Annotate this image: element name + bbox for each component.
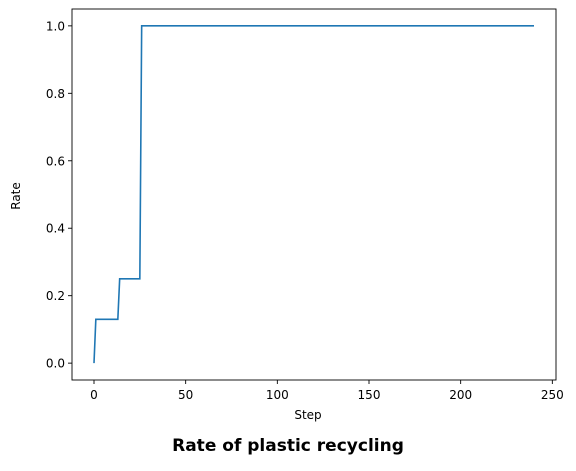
x-axis-ticks: 0 50 100 150 200 250 [90, 380, 564, 402]
series-line-0 [93, 25, 534, 364]
x-tick-label: 250 [541, 388, 564, 402]
y-tick-label: 0.8 [46, 87, 65, 101]
x-tick-label: 50 [178, 388, 193, 402]
y-tick-label: 0.0 [46, 357, 65, 371]
plot-area [71, 8, 557, 381]
x-axis-label: Step [294, 408, 321, 422]
y-tick-label: 0.4 [46, 222, 65, 236]
y-tick-label: 0.6 [46, 154, 65, 168]
y-axis-ticks: 0.0 0.2 0.4 0.6 0.8 1.0 [46, 19, 72, 371]
x-tick-label: 100 [266, 388, 289, 402]
y-tick-label: 0.2 [46, 289, 65, 303]
plot-frame [71, 8, 557, 381]
x-tick-label: 200 [449, 388, 472, 402]
y-tick-label: 1.0 [46, 19, 65, 33]
chart-title: Rate of plastic recycling [172, 436, 404, 456]
y-axis-label: Rate [9, 182, 23, 210]
x-tick-label: 0 [90, 388, 98, 402]
x-tick-label: 150 [358, 388, 381, 402]
